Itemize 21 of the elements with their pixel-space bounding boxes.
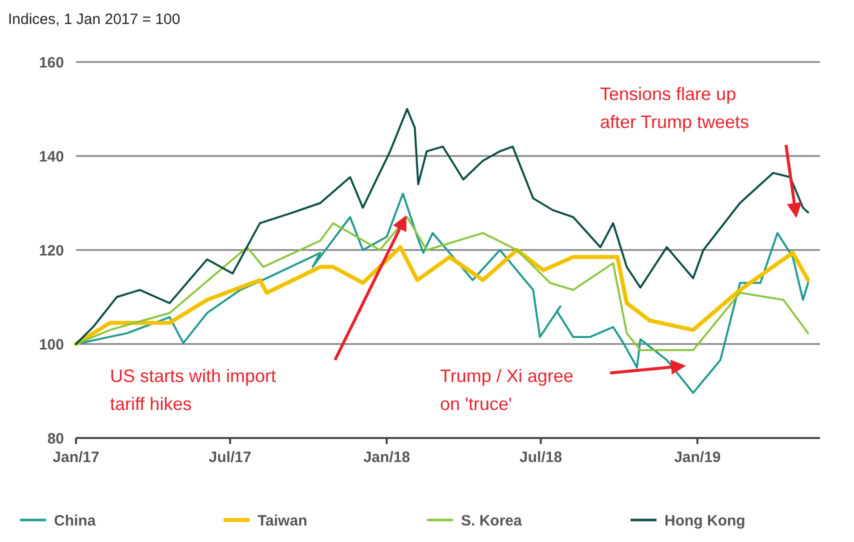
y-tick-label: 120 bbox=[38, 242, 64, 260]
x-tick-label: Jul/17 bbox=[208, 449, 252, 466]
y-tick-label: 80 bbox=[47, 430, 64, 448]
legend-label: Taiwan bbox=[258, 512, 308, 530]
legend-label: S. Korea bbox=[461, 512, 523, 530]
x-tick-label: Jul/18 bbox=[520, 449, 562, 466]
annotation: US starts with import tariff hikes bbox=[110, 366, 276, 414]
y-tick-label: 160 bbox=[38, 54, 64, 72]
x-tick-label: Jan/19 bbox=[674, 449, 721, 466]
line-series bbox=[74, 245, 810, 346]
annotation: Trump / Xi agree on 'truce' bbox=[440, 366, 574, 414]
y-tick-label: 100 bbox=[38, 336, 64, 354]
line-series bbox=[75, 216, 810, 352]
annotation: Tensions flare up after Trump tweets bbox=[600, 84, 750, 132]
line-series bbox=[75, 108, 810, 345]
y-tick-label: 140 bbox=[38, 148, 64, 166]
x-tick-label: Jan/18 bbox=[363, 449, 410, 466]
x-tick-label: Jan/17 bbox=[52, 449, 100, 466]
legend-label: China bbox=[54, 512, 96, 530]
chart-title: Indices, 1 Jan 2017 = 100 bbox=[8, 11, 180, 28]
legend-label: Hong Kong bbox=[664, 512, 746, 530]
